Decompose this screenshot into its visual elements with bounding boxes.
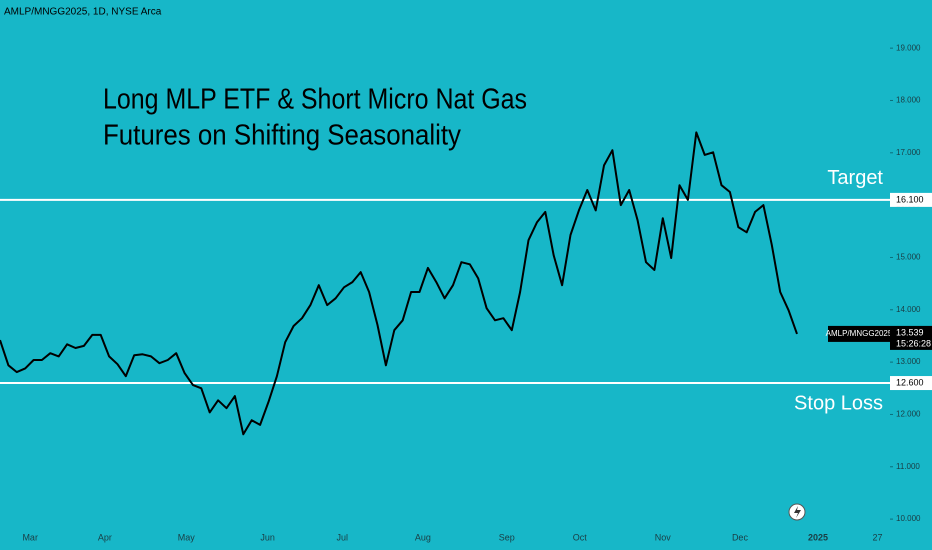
y-tick-label: 15.000: [896, 253, 921, 262]
x-tick-label: Oct: [573, 532, 588, 542]
level-label: Stop Loss: [794, 392, 883, 414]
title-line: Futures on Shifting Seasonality: [103, 120, 461, 152]
x-tick-label: Nov: [655, 532, 672, 542]
x-tick-label: Jul: [337, 532, 349, 542]
price-tag: [890, 376, 932, 391]
x-tick-label: 2025: [808, 532, 828, 542]
icon[interactable]: [788, 503, 806, 521]
last-price-tag: [890, 325, 932, 350]
x-tick-label: Dec: [732, 532, 749, 542]
title-line: Long MLP ETF & Short Micro Nat Gas: [103, 84, 527, 116]
y-tick-label: 11.000: [896, 462, 920, 471]
last-price-label: 13.539: [896, 327, 924, 337]
countdown-label: 15:26:28: [896, 338, 931, 348]
y-tick-label: 19.000: [896, 43, 921, 52]
y-tick-label: 12.000: [896, 410, 921, 419]
header: AMLP/MNGG2025, 1D, NYSE Arca: [4, 7, 162, 18]
y-tick-label: 18.000: [896, 96, 921, 105]
x-tick-label: Sep: [499, 532, 515, 542]
x-tick-label: Mar: [22, 532, 38, 542]
symbol-tag-label: AMLP/MNGG2025: [826, 329, 893, 338]
x-tick-label: May: [178, 532, 196, 542]
y-tick-label: 14.000: [896, 305, 921, 314]
price-tag-label: 12.600: [896, 377, 924, 387]
price-tag: [890, 192, 932, 207]
y-tick-label: 17.000: [896, 148, 921, 157]
level-label: Target: [827, 167, 883, 189]
x-tick-label: Apr: [98, 532, 112, 542]
price-line: [0, 131, 798, 436]
x-tick-label: Aug: [415, 532, 431, 542]
x-tick-label: Jun: [260, 532, 275, 542]
symbol-tag: [828, 325, 890, 342]
x-tick-label: 27: [873, 532, 883, 542]
y-tick-label: 10.000: [896, 514, 921, 523]
y-tick-label: 13.000: [896, 357, 921, 366]
price-tag-label: 16.100: [896, 194, 924, 204]
